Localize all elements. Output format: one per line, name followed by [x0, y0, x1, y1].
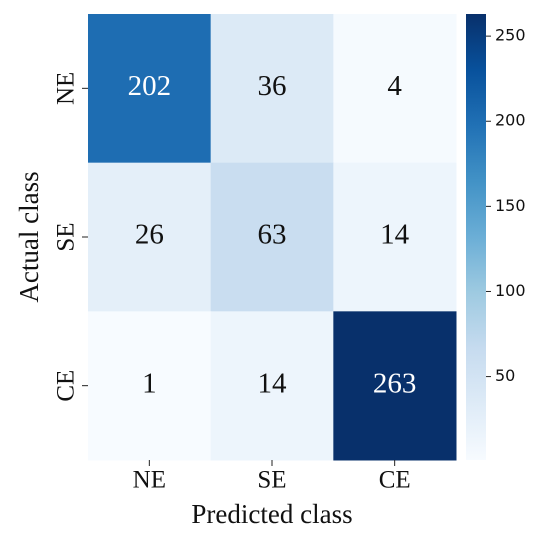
y-axis-label: Actual class [14, 171, 44, 302]
heatmap-cell [88, 311, 212, 461]
y-tick-label: NE [53, 72, 80, 105]
colorbar-tick-label: 50 [495, 366, 515, 385]
cell-value: 4 [387, 70, 402, 102]
heatmap-cell [210, 14, 334, 164]
heatmap-cell [333, 311, 457, 461]
cell-value: 202 [128, 70, 172, 102]
cell-value: 26 [135, 219, 164, 251]
cell-value: 14 [258, 367, 288, 399]
cell-value: 36 [258, 70, 287, 102]
x-tick-label: NE [133, 467, 166, 494]
y-tick-label: SE [53, 222, 80, 251]
colorbar-tick-label: 250 [495, 26, 526, 45]
heatmap-cell [333, 162, 457, 312]
heatmap-cell [210, 311, 334, 461]
cell-value: 1 [142, 367, 157, 399]
heatmap-cell [88, 162, 212, 312]
cell-value: 63 [258, 219, 287, 251]
heatmap-cell [88, 14, 212, 164]
colorbar-tick-label: 200 [495, 111, 526, 130]
heatmap-cell [210, 162, 334, 312]
colorbar-tick-label: 100 [495, 281, 526, 300]
x-tick-label: CE [379, 467, 411, 494]
cell-value: 263 [373, 367, 417, 399]
colorbar [466, 14, 486, 460]
y-tick-label: CE [53, 370, 80, 402]
colorbar-tick-label: 150 [495, 196, 526, 215]
x-axis-label: Predicted class [191, 499, 352, 529]
heatmap-cell [333, 14, 457, 164]
cell-value: 14 [380, 219, 410, 251]
x-tick-label: SE [257, 467, 286, 494]
